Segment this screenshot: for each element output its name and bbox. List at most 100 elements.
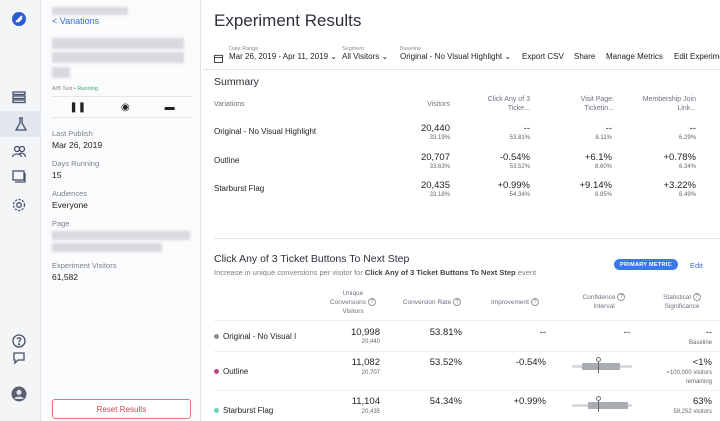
header-line: Visitors bbox=[342, 308, 364, 315]
nav-rail bbox=[0, 0, 41, 421]
segment-dropdown[interactable]: Segment All Visitors ⌄ bbox=[342, 46, 388, 61]
header-line: Link... bbox=[677, 105, 696, 112]
chevron-down-icon: ⌄ bbox=[330, 52, 337, 61]
status-running: Running bbox=[77, 86, 98, 92]
interval-range bbox=[582, 363, 620, 370]
variation-name: Original - No Visual I bbox=[223, 332, 297, 341]
help-icon[interactable]: ? bbox=[617, 293, 626, 302]
summary-visitors-pct: 33.19% bbox=[429, 135, 450, 141]
help-icon[interactable]: ? bbox=[692, 293, 701, 302]
summary-metric-header-2[interactable]: Visit Page: Ticketin... bbox=[542, 95, 614, 113]
variation-color-dot bbox=[214, 369, 219, 374]
conversions-value: 11,082 bbox=[351, 357, 380, 368]
settings-icon[interactable] bbox=[10, 196, 28, 214]
date-range-label: Date Range bbox=[229, 46, 259, 52]
summary-visitors-pct: 33.63% bbox=[429, 164, 450, 170]
interval-range bbox=[588, 402, 628, 409]
summary-metric-1-rate: 53.81% bbox=[509, 135, 530, 141]
summary-metric-1-rate: 53.52% bbox=[509, 164, 530, 170]
summary-metric-2: -- bbox=[605, 123, 612, 134]
summary-row-name: Starburst Flag bbox=[214, 184, 265, 193]
status-separator: • bbox=[73, 86, 76, 92]
share-button[interactable]: Share bbox=[574, 52, 596, 61]
list-icon[interactable] bbox=[10, 88, 28, 106]
row-divider bbox=[214, 320, 720, 321]
feedback-icon[interactable] bbox=[10, 349, 28, 367]
calendar-icon bbox=[214, 54, 223, 63]
edit-metric-link[interactable]: Edit bbox=[690, 261, 703, 270]
improvement-value: +0.99% bbox=[513, 396, 547, 407]
summary-metric-3: +3.22% bbox=[663, 180, 697, 191]
back-to-variations-link[interactable]: < Variations bbox=[52, 16, 100, 26]
experiment-visitors-label: Experiment Visitors bbox=[52, 261, 117, 270]
help-icon[interactable]: ? bbox=[368, 298, 377, 307]
help-icon[interactable] bbox=[10, 332, 28, 350]
visitors-value: 20,440 bbox=[361, 339, 380, 345]
variation-color-dot bbox=[214, 334, 219, 339]
improvement-value: -0.54% bbox=[515, 357, 546, 368]
summary-metric-2-rate: 8.11% bbox=[595, 135, 612, 141]
significance-note: remaining bbox=[685, 379, 712, 385]
manage-metrics-button[interactable]: Manage Metrics bbox=[606, 52, 663, 61]
export-csv-button[interactable]: Export CSV bbox=[522, 52, 564, 61]
page-label: Page bbox=[52, 219, 70, 228]
header-text: Confidence bbox=[582, 294, 616, 301]
header-line: Click Any of 3 bbox=[487, 96, 530, 103]
segment-label: Segment bbox=[342, 46, 365, 52]
flask-icon[interactable] bbox=[0, 111, 41, 137]
header-line: Ticketin... bbox=[584, 105, 614, 112]
chevron-down-icon: ⌄ bbox=[381, 52, 389, 61]
help-icon[interactable]: ? bbox=[530, 298, 539, 307]
zero-marker bbox=[595, 357, 601, 362]
experiment-details-panel: < Variations A/B Test • Running ❚❚ ◉ ▬ L… bbox=[41, 0, 201, 421]
subtitle-prefix: Increase in unique conversions per visit… bbox=[214, 268, 363, 277]
visitors-value: 20,707 bbox=[361, 370, 380, 376]
results-main: Experiment Results Date Range Mar 26, 20… bbox=[202, 0, 720, 421]
audience-icon[interactable] bbox=[10, 142, 28, 160]
summary-metric-header-1[interactable]: Click Any of 3 Ticke... bbox=[460, 95, 530, 113]
baseline-dropdown[interactable]: Baseline Original - No Visual Highlight … bbox=[400, 46, 511, 61]
summary-visitors-pct: 33.18% bbox=[429, 192, 450, 198]
visitors-header: Visitors bbox=[427, 101, 450, 108]
experiment-visitors-value: 61,582 bbox=[52, 272, 78, 282]
summary-metric-header-3[interactable]: Membership Join Link... bbox=[622, 95, 696, 113]
results-toolbar: Date Range Mar 26, 2019 - Apr 11, 2019 ⌄… bbox=[202, 40, 720, 70]
archive-icon[interactable]: ▬ bbox=[164, 101, 175, 113]
subtitle-suffix: event bbox=[517, 268, 537, 277]
improvement-value: -- bbox=[539, 327, 546, 338]
summary-metric-1: -- bbox=[523, 123, 530, 134]
logo-icon[interactable] bbox=[10, 10, 28, 28]
audiences-value: Everyone bbox=[52, 200, 88, 210]
primary-metric-badge: PRIMARY METRIC bbox=[614, 259, 678, 270]
significance-value: -- bbox=[705, 327, 712, 338]
conversion-rate-value: 53.52% bbox=[429, 357, 462, 368]
preview-eye-icon[interactable]: ◉ bbox=[121, 101, 130, 113]
reset-results-button[interactable]: Reset Results bbox=[52, 399, 191, 419]
significance-note: ≈100,000 visitors bbox=[666, 370, 712, 376]
metric-row-name: Outline bbox=[214, 367, 248, 376]
segment-value: All Visitors bbox=[342, 52, 380, 61]
help-icon[interactable]: ? bbox=[453, 298, 462, 307]
date-range-dropdown[interactable]: Date Range Mar 26, 2019 - Apr 11, 2019 ⌄ bbox=[214, 46, 337, 63]
variation-color-dot bbox=[214, 408, 219, 413]
pause-icon[interactable]: ❚❚ bbox=[69, 101, 87, 113]
pages-icon[interactable] bbox=[10, 167, 28, 185]
summary-metric-1: +0.99% bbox=[497, 180, 531, 191]
metric-row-name: Starburst Flag bbox=[214, 406, 273, 415]
header-line: Visit Page: bbox=[580, 96, 614, 103]
redacted-experiment-name bbox=[52, 52, 184, 63]
variation-name: Starburst Flag bbox=[223, 406, 274, 415]
audiences-label: Audiences bbox=[52, 189, 88, 198]
edit-experiment-button[interactable]: Edit Experime bbox=[674, 52, 720, 61]
avatar[interactable] bbox=[10, 385, 28, 403]
summary-visitors: 20,435 bbox=[420, 180, 450, 191]
baseline-label: Baseline bbox=[400, 46, 422, 52]
conversion-rate-header: Conversion Rate? bbox=[392, 298, 472, 307]
visitors-value: 20,435 bbox=[361, 409, 380, 415]
summary-metric-3: +0.78% bbox=[663, 152, 697, 163]
header-line: Conversions? bbox=[320, 298, 386, 307]
date-range-value: Mar 26, 2019 - Apr 11, 2019 bbox=[229, 52, 329, 61]
last-publish-label: Last Publish bbox=[52, 129, 93, 138]
zero-line bbox=[598, 398, 599, 412]
variations-header: Variations bbox=[214, 101, 245, 108]
